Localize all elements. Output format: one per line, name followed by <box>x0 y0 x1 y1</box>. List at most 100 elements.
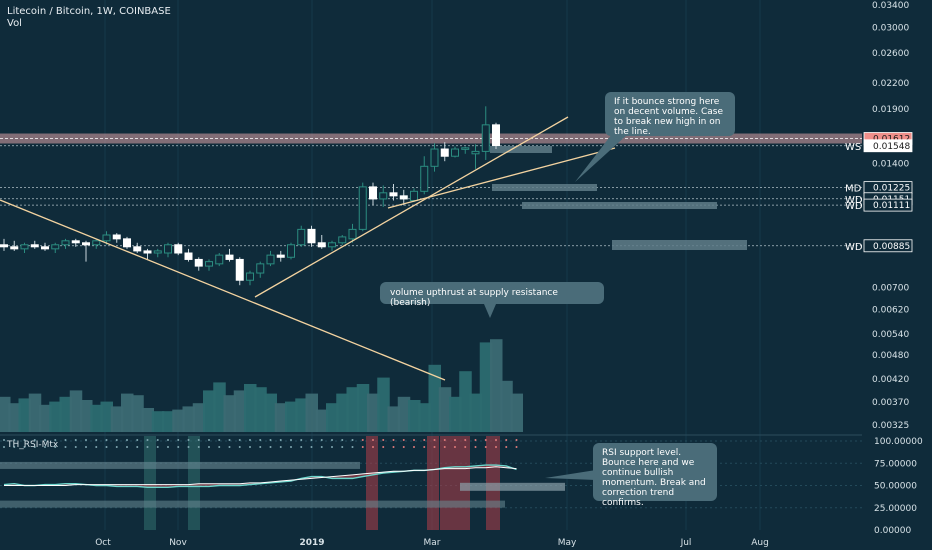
rsi-signal-dot <box>44 439 46 441</box>
candle-body <box>399 195 408 200</box>
annotation-volume[interactable]: volume upthrust at supply resistance (be… <box>380 282 604 308</box>
rsi-signal-dot <box>392 439 395 441</box>
volume-bar <box>80 400 93 432</box>
candle-body <box>20 244 29 250</box>
candle-body <box>133 246 142 252</box>
candle-body <box>225 254 234 260</box>
rsi-signal-dot <box>44 446 46 448</box>
rsi-tick-label: 25.00000 <box>874 504 917 514</box>
rsi-signal-dot <box>443 446 446 448</box>
volume-bar <box>8 403 21 432</box>
level-label: WD <box>845 195 863 206</box>
candle-body <box>174 244 183 254</box>
candle <box>41 242 49 251</box>
candle <box>0 238 8 251</box>
candle <box>430 143 439 172</box>
volume-label[interactable]: Vol <box>7 18 22 29</box>
candle-body <box>256 263 265 274</box>
price-tick-label: 0.02600 <box>872 49 909 59</box>
rsi-signal-dot <box>361 439 364 441</box>
rsi-signal-dot <box>310 446 313 448</box>
volume-bar <box>39 404 52 432</box>
volume-bar <box>500 380 513 432</box>
price-tick-label: 0.00420 <box>872 375 909 385</box>
rsi-tick-label: 100.00000 <box>874 437 923 447</box>
volume-bar <box>367 393 380 432</box>
annotation-bounce[interactable]: If it bounce strong here on decent volum… <box>605 92 735 137</box>
time-tick-label: Aug <box>751 538 769 548</box>
rsi-support-band <box>0 461 360 469</box>
rsi-signal-dot <box>3 439 5 441</box>
level-label: MD <box>845 184 862 195</box>
rsi-signal-dot <box>85 439 87 441</box>
price-tag-value: 0.01111 <box>873 201 910 211</box>
rsi-signal-dot <box>484 439 487 441</box>
rsi-signal-dot <box>177 446 180 448</box>
volume-bar <box>182 406 195 432</box>
rsi-signal-dot <box>331 446 333 448</box>
candle <box>61 238 70 249</box>
level-label: WS <box>845 142 861 153</box>
rsi-signal-dot <box>433 439 436 441</box>
rsi-label: TH_RSI-Mtx <box>6 440 59 450</box>
candle <box>153 248 162 258</box>
rsi-signal-dot <box>474 446 477 448</box>
rsi-signal-dot <box>505 446 508 448</box>
candle <box>266 250 275 267</box>
volume-bar <box>356 384 370 432</box>
rsi-signal-dot <box>228 446 231 448</box>
annotation-pointer <box>575 134 628 182</box>
candle-body <box>164 244 172 254</box>
rsi-signal-dot <box>259 446 262 448</box>
rsi-tick-label: 75.00000 <box>874 459 917 469</box>
candle-body <box>10 246 19 250</box>
candle <box>348 223 357 243</box>
candle-body <box>235 258 244 281</box>
volume-bar <box>438 387 452 432</box>
volume-bar <box>121 393 134 432</box>
volume-bar <box>315 409 329 432</box>
symbol-title[interactable]: Litecoin / Bitcoin, 1W, COINBASE <box>7 6 171 17</box>
rsi-signal-dot <box>495 439 497 441</box>
rsi-signal-dot <box>505 439 508 441</box>
volume-bar <box>0 396 11 432</box>
candle <box>246 270 254 286</box>
rsi-signal-dot <box>74 439 77 441</box>
candle-body <box>379 192 388 200</box>
price-tag: 0.01225 <box>863 181 913 195</box>
candle-body <box>307 228 316 244</box>
rsi-signal-dot <box>33 439 36 441</box>
annotation-pointer <box>484 304 496 318</box>
candle <box>307 225 316 247</box>
candle-body <box>51 244 60 250</box>
rsi-signal-dot <box>95 446 98 448</box>
candle <box>440 142 449 162</box>
time-tick-label: 2019 <box>299 538 324 548</box>
candle <box>51 242 60 254</box>
rsi-signal-dot <box>54 439 57 441</box>
rsi-signal-dot <box>115 446 118 448</box>
level-label: WD <box>845 242 863 253</box>
rsi-signal-dot <box>249 446 251 448</box>
candle-body <box>112 234 121 240</box>
rsi-signal-dot <box>13 439 16 441</box>
volume-bar <box>346 387 359 432</box>
volume-bar <box>326 403 339 432</box>
candle-body <box>420 165 429 192</box>
rsi-signal-dot <box>361 446 364 448</box>
volume-bar <box>295 398 308 432</box>
rsi-signal-dot <box>402 439 405 441</box>
volume-bar <box>418 403 431 432</box>
trendline <box>0 199 446 381</box>
annotation-rsi[interactable]: RSI support level. Bounce here and we co… <box>593 443 717 508</box>
volume-bar <box>469 393 482 432</box>
time-tick-label: May <box>558 538 577 548</box>
rsi-signal-dot <box>341 439 344 441</box>
rsi-signal-dot <box>269 446 272 448</box>
rsi-signal-dot <box>105 446 108 448</box>
rsi-signal-dot <box>372 439 374 441</box>
candle <box>481 106 490 160</box>
rsi-signal-dot <box>218 446 221 448</box>
rsi-signal-dot <box>126 446 128 448</box>
